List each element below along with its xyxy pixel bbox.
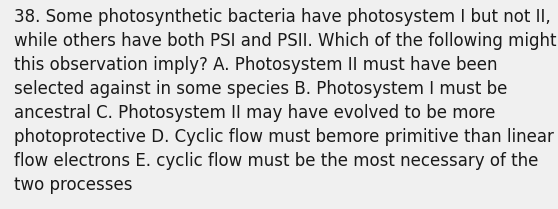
Text: 38. Some photosynthetic bacteria have photosystem I but not II,
while others hav: 38. Some photosynthetic bacteria have ph… xyxy=(14,8,556,194)
